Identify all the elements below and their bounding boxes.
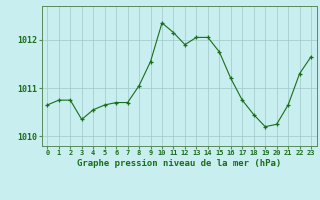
X-axis label: Graphe pression niveau de la mer (hPa): Graphe pression niveau de la mer (hPa) xyxy=(77,159,281,168)
